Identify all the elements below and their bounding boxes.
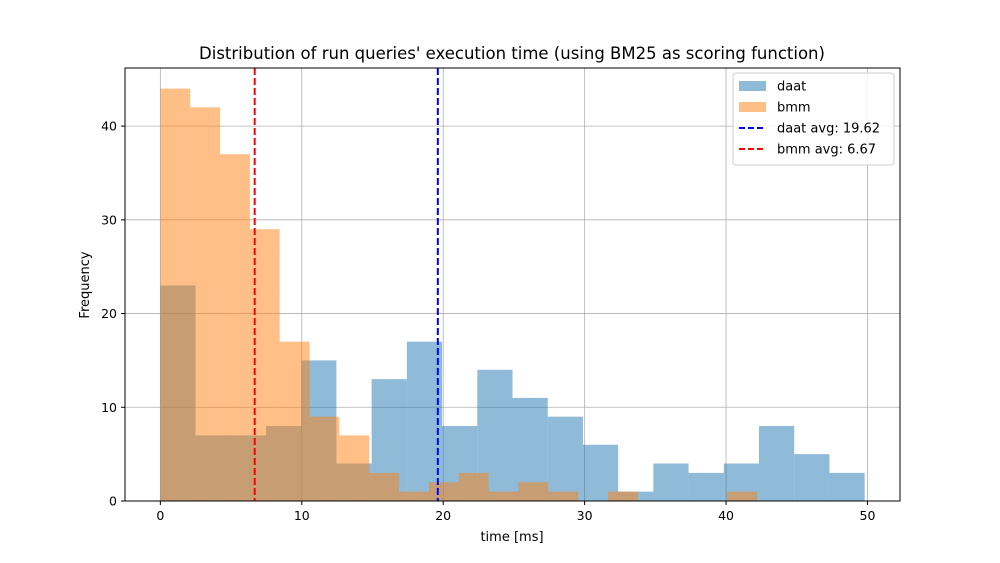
- y-tick-label: 20: [101, 306, 117, 321]
- plot-frame: [124, 67, 901, 502]
- legend-label: daat avg: 19.62: [777, 122, 880, 137]
- bmm-bar: [458, 472, 489, 501]
- daat-bar: [406, 341, 443, 501]
- bmm-bar: [160, 88, 191, 501]
- bmm-bar: [548, 491, 579, 501]
- y-axis-ticks: 0 10 20 30 40: [101, 119, 125, 509]
- legend-label: daat: [777, 80, 806, 95]
- bmm-bar: [309, 416, 340, 501]
- legend-swatch-bmm: [739, 102, 766, 112]
- daat-bar: [759, 426, 795, 501]
- x-tick-label: 20: [435, 508, 451, 523]
- y-tick-label: 40: [101, 119, 117, 134]
- x-tick-label: 50: [860, 508, 876, 523]
- x-tick-label: 40: [718, 508, 734, 523]
- bmm-bar: [607, 491, 638, 501]
- bmm-bar: [428, 482, 459, 501]
- bmm-bars: [160, 88, 758, 502]
- daat-bar: [547, 416, 583, 501]
- bmm-bar: [488, 491, 519, 501]
- legend-swatch-daat: [739, 81, 766, 91]
- daat-bar: [794, 454, 830, 501]
- daat-bar: [653, 463, 689, 501]
- bmm-bar: [190, 107, 221, 501]
- bmm-bar: [369, 472, 400, 501]
- legend-label: bmm: [777, 101, 811, 116]
- bmm-bar: [220, 154, 250, 502]
- y-tick-label: 10: [101, 400, 117, 415]
- x-tick-label: 30: [577, 508, 593, 523]
- legend: daat bmm daat avg: 19.62 bmm avg: 6.67: [732, 72, 895, 166]
- x-tick-label: 10: [294, 508, 310, 523]
- x-tick-label: 0: [156, 508, 164, 523]
- reference-lines: [253, 68, 439, 501]
- daat-bar: [829, 472, 865, 501]
- daat-bar: [688, 472, 724, 501]
- bmm-bar: [727, 491, 758, 501]
- y-tick-label: 30: [101, 212, 117, 227]
- y-axis-label: Frequency: [78, 251, 93, 318]
- bmm-bar: [518, 482, 549, 501]
- legend-label: bmm avg: 6.67: [777, 143, 876, 158]
- bmm-bar: [399, 491, 429, 501]
- y-tick-label: 0: [109, 494, 117, 509]
- bmm-bar: [279, 341, 310, 501]
- x-axis-label: time [ms]: [480, 530, 543, 545]
- x-axis-ticks: 0 10 20 30 40 50: [156, 501, 875, 523]
- chart-title: Distribution of run queries' execution t…: [199, 44, 825, 63]
- legend-box: [732, 72, 895, 166]
- bmm-bar: [339, 435, 370, 501]
